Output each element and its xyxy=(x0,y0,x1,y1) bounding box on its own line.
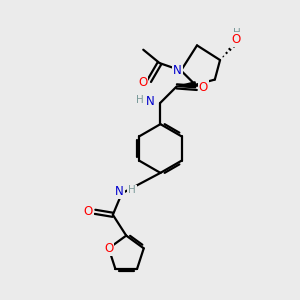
Text: O: O xyxy=(84,205,93,218)
Text: H: H xyxy=(136,95,144,105)
Text: N: N xyxy=(146,95,154,108)
Text: N: N xyxy=(115,185,124,198)
Text: O: O xyxy=(199,81,208,94)
Text: O: O xyxy=(104,242,113,255)
Polygon shape xyxy=(177,82,196,88)
Text: H: H xyxy=(233,28,241,38)
Text: O: O xyxy=(138,76,147,89)
Text: H: H xyxy=(128,185,136,195)
Text: O: O xyxy=(232,33,241,46)
Text: N: N xyxy=(173,64,182,77)
